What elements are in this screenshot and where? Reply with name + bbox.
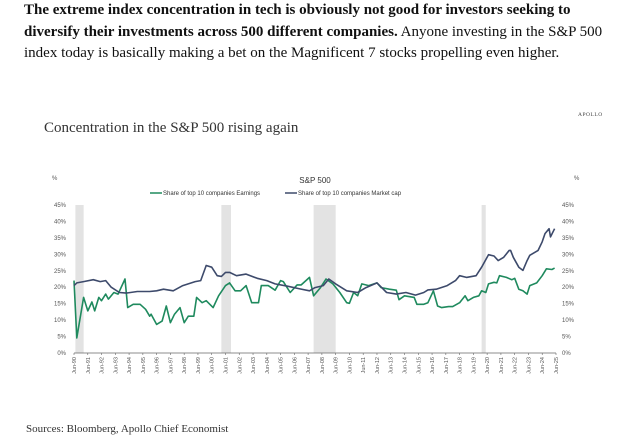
x-tick-label: Jun-23 — [526, 357, 532, 374]
x-tick-label: Jun-96 — [155, 357, 161, 374]
y-tick-label-right: 35% — [562, 236, 575, 242]
figure-title: Concentration in the S&P 500 rising agai… — [44, 120, 299, 136]
x-tick-label: Jun-97 — [168, 357, 174, 374]
series-line — [73, 227, 556, 296]
x-tick-label: Jun-24 — [540, 357, 546, 374]
y-tick-label-right: 25% — [562, 269, 575, 275]
recession-band — [75, 205, 84, 353]
y-tick-label-left: 15% — [54, 302, 67, 308]
x-tick-label: Jun-11 — [361, 357, 367, 373]
x-tick-label: Jun-08 — [320, 357, 326, 374]
source-note: Sources: Bloomberg, Apollo Chief Economi… — [26, 423, 229, 435]
x-tick-label: Jun-00 — [210, 357, 216, 374]
y-tick-label-right: 30% — [562, 252, 575, 258]
recession-band — [313, 205, 336, 353]
chart-title: S&P 500 — [299, 176, 331, 185]
x-tick-label: Jun-19 — [471, 357, 477, 374]
x-tick-label: Jun-21 — [499, 357, 505, 374]
y-tick-label-left: 30% — [54, 252, 67, 258]
x-tick-label: Jun-17 — [444, 357, 450, 374]
x-tick-label: Jun-01 — [223, 357, 229, 374]
x-tick-label: Jun-03 — [251, 357, 257, 374]
x-tick-label: Jun-16 — [430, 357, 436, 374]
y-tick-label-right: 10% — [562, 318, 575, 324]
x-tick-label: Jun-20 — [485, 357, 491, 374]
recession-band — [221, 205, 231, 353]
x-tick-label: Jun-99 — [196, 357, 202, 374]
y-tick-label-right: 20% — [562, 285, 575, 291]
x-tick-label: Jun-12 — [375, 357, 381, 374]
y-tick-label-left: 25% — [54, 269, 67, 275]
x-tick-label: Jun-02 — [237, 357, 243, 374]
x-tick-label: Jun-25 — [554, 357, 560, 374]
legend-label: Share of top 10 companies Earnings — [163, 191, 260, 197]
x-tick-label: Jun-09 — [334, 357, 340, 374]
y-tick-label-right: 15% — [562, 302, 575, 308]
x-tick-label: Jun-15 — [416, 357, 422, 374]
y-tick-label-left: 35% — [54, 236, 67, 242]
x-tick-label: Jun-04 — [265, 357, 271, 374]
x-tick-label: Jun-91 — [86, 357, 92, 374]
x-tick-label: Jun-13 — [389, 357, 395, 374]
y-tick-label-right: 45% — [562, 203, 575, 209]
intro-paragraph: The extreme index concentration in tech … — [24, 0, 614, 65]
recession-band — [481, 205, 486, 353]
x-tick-label: Jun-90 — [72, 357, 78, 374]
y-tick-label-left: 10% — [54, 318, 67, 324]
series-line — [73, 267, 555, 339]
x-tick-label: Jun-10 — [347, 357, 353, 374]
y-tick-label-right: 40% — [562, 219, 575, 225]
y-tick-label-left: 5% — [57, 335, 66, 341]
y-tick-label-right: 5% — [562, 335, 571, 341]
x-tick-label: Jun-93 — [113, 357, 119, 374]
y-tick-label-right: 0% — [562, 351, 571, 357]
intro-rest: Anyone investing in the S&P 500 index to… — [24, 23, 603, 62]
y-tick-label-left: 0% — [57, 351, 66, 357]
legend-label: Share of top 10 companies Market cap — [298, 191, 402, 197]
y-axis-label-left: % — [52, 176, 58, 182]
x-tick-label: Jun-05 — [279, 357, 285, 374]
y-tick-label-left: 40% — [54, 219, 67, 225]
x-tick-label: Jun-22 — [513, 357, 519, 374]
y-tick-label-left: 45% — [54, 203, 67, 209]
y-tick-label-left: 20% — [54, 285, 67, 291]
x-tick-label: Jun-06 — [292, 357, 298, 374]
y-axis-label-right: % — [574, 176, 580, 182]
x-tick-label: Jun-92 — [100, 357, 106, 374]
x-tick-label: Jun-95 — [141, 357, 147, 374]
x-tick-label: Jun-94 — [127, 357, 133, 374]
x-tick-label: Jun-07 — [306, 357, 312, 374]
intro-bold: The extreme index concentration in tech … — [24, 2, 571, 40]
x-tick-label: Jun-98 — [182, 357, 188, 374]
x-tick-label: Jun-18 — [458, 357, 464, 374]
apollo-logo: APOLLO — [578, 112, 603, 118]
x-tick-label: Jun-14 — [403, 357, 409, 374]
